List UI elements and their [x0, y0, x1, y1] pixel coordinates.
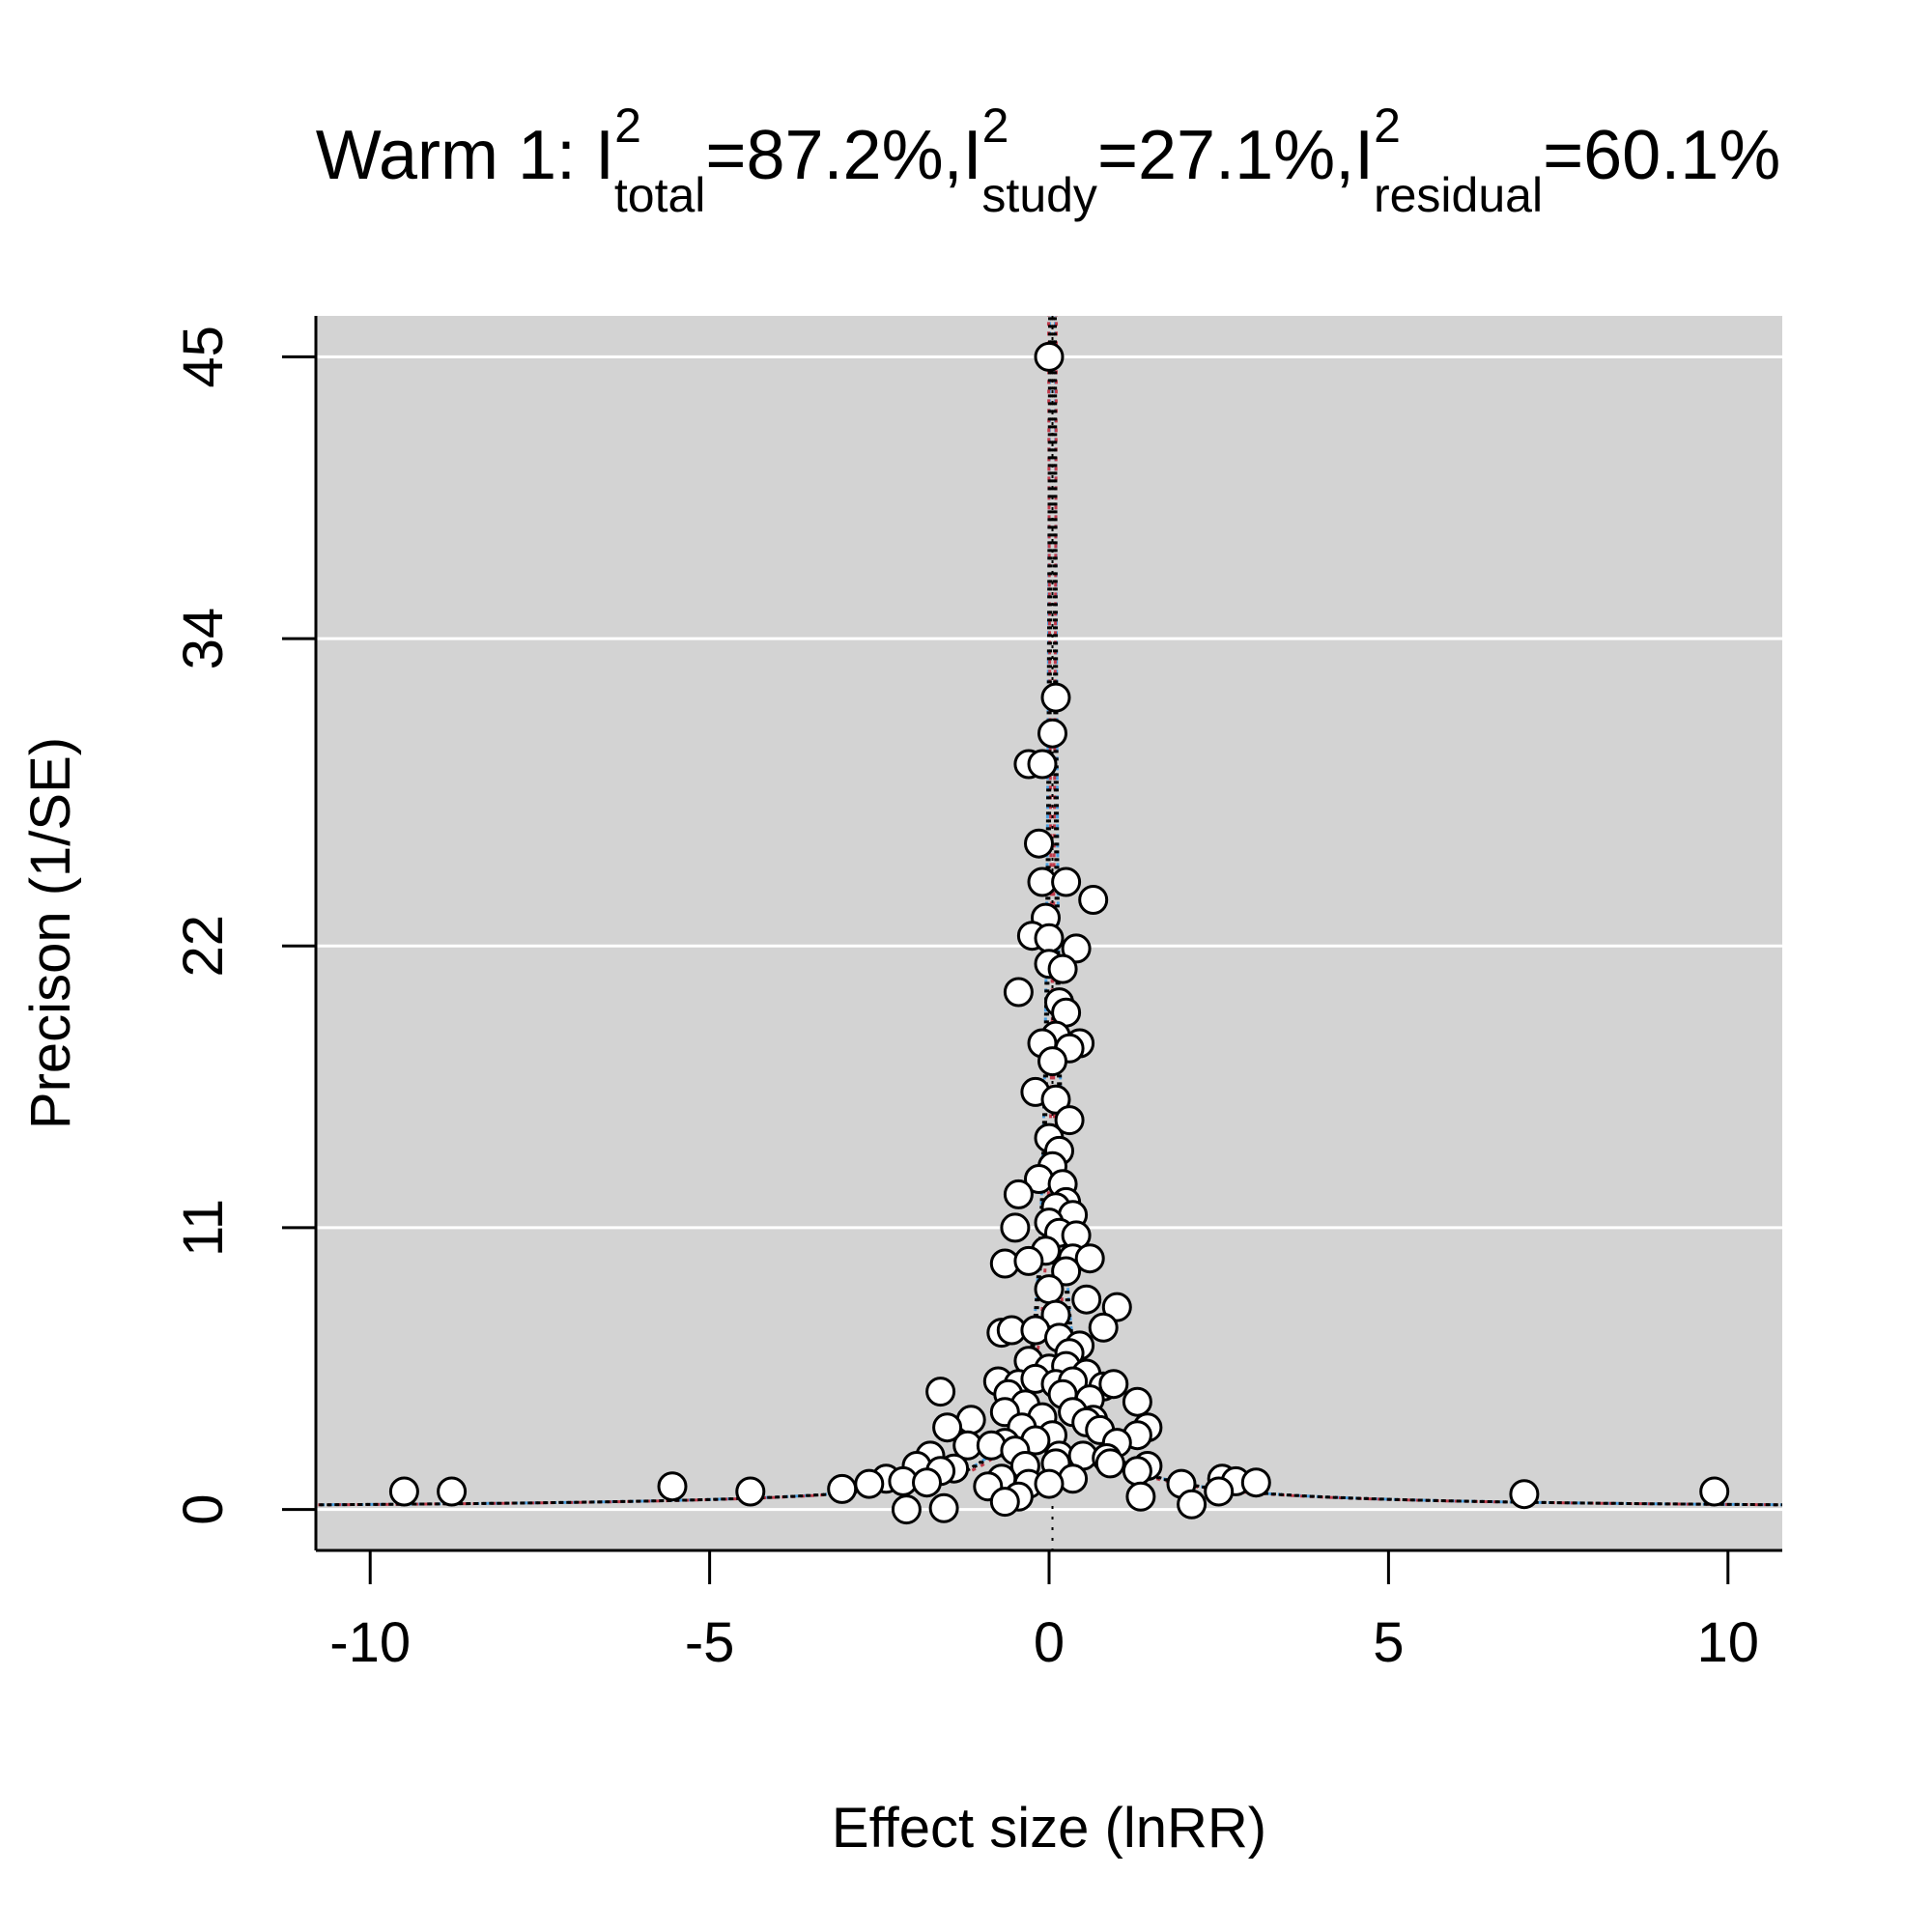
- y-tick-label: 45: [172, 326, 235, 388]
- data-point: [1034, 341, 1065, 372]
- data-point: [1034, 1468, 1065, 1499]
- data-point: [1122, 1386, 1152, 1417]
- title-superscript: 2: [982, 99, 1009, 153]
- data-point: [1061, 933, 1092, 964]
- data-point: [437, 1476, 468, 1507]
- data-point: [1040, 682, 1071, 713]
- data-point: [1125, 1481, 1156, 1512]
- data-point: [1071, 1284, 1102, 1315]
- data-point: [1000, 1212, 1031, 1243]
- y-tick-label: 11: [172, 1199, 235, 1257]
- x-tick-label: 5: [1373, 1611, 1404, 1674]
- x-tick-label: -5: [685, 1611, 735, 1674]
- data-point: [1177, 1489, 1208, 1520]
- data-point: [1003, 1179, 1034, 1209]
- data-point: [1034, 923, 1065, 953]
- title-prefix: Warm 1:: [316, 117, 595, 194]
- data-point: [1051, 1256, 1082, 1287]
- y-axis-label: Precison (1/SE): [19, 737, 82, 1129]
- y-axis-ticks: 0 11 22 34 45: [172, 326, 316, 1525]
- data-point: [1204, 1476, 1235, 1507]
- data-point: [912, 1467, 942, 1498]
- x-tick-label: 10: [1697, 1611, 1760, 1674]
- data-point: [1078, 885, 1109, 915]
- title-symbol: I: [963, 117, 982, 194]
- title-subscript: total: [614, 168, 706, 222]
- data-point: [1094, 1448, 1125, 1479]
- y-tick-label: 22: [172, 915, 235, 978]
- data-point: [1003, 977, 1034, 1008]
- y-tick-label: 0: [172, 1493, 235, 1524]
- x-axis-label: Effect size (lnRR): [832, 1797, 1266, 1860]
- data-point: [854, 1468, 885, 1499]
- data-point: [1037, 1046, 1067, 1077]
- data-point: [1013, 1245, 1044, 1276]
- title-symbol: I: [595, 117, 614, 194]
- data-point: [1054, 1105, 1085, 1136]
- data-point: [1101, 1292, 1132, 1322]
- data-point: [932, 1412, 963, 1443]
- data-point: [388, 1476, 419, 1507]
- x-axis-ticks: -10 -5 0 5 10: [329, 1550, 1759, 1674]
- title-value: =87.2%,: [705, 117, 962, 194]
- data-point: [735, 1476, 766, 1507]
- data-point: [891, 1494, 922, 1525]
- data-point: [1024, 828, 1054, 859]
- data-point: [1051, 867, 1082, 897]
- data-point: [928, 1492, 959, 1523]
- data-point: [1509, 1479, 1540, 1510]
- data-point: [1122, 1456, 1152, 1487]
- data-point: [1088, 1312, 1119, 1343]
- data-point: [1027, 749, 1058, 780]
- data-point: [1040, 1084, 1071, 1115]
- data-points: [388, 341, 1730, 1525]
- data-point: [1037, 718, 1067, 749]
- title-subscript: residual: [1374, 168, 1543, 222]
- title-symbol: I: [1354, 117, 1374, 194]
- data-point: [1098, 1369, 1129, 1400]
- title-value: =27.1%,: [1097, 117, 1354, 194]
- x-tick-label: 0: [1034, 1611, 1065, 1674]
- y-tick-label: 34: [172, 608, 235, 670]
- title-superscript: 2: [614, 99, 641, 153]
- data-point: [657, 1471, 688, 1502]
- data-point: [827, 1473, 858, 1504]
- title-subscript: study: [981, 168, 1097, 222]
- x-tick-label: -10: [329, 1611, 411, 1674]
- data-point: [989, 1487, 1020, 1518]
- chart-title: Warm 1: I2 total=87.2%,I2 study=27.1%,I2 re…: [316, 99, 1781, 222]
- data-point: [1240, 1467, 1271, 1498]
- data-point: [1047, 953, 1078, 984]
- data-point: [925, 1377, 956, 1407]
- data-point: [1699, 1476, 1730, 1507]
- title-value: =60.1%: [1543, 117, 1780, 194]
- data-point: [1034, 1274, 1065, 1305]
- data-point: [1074, 1243, 1105, 1274]
- title-superscript: 2: [1374, 99, 1401, 153]
